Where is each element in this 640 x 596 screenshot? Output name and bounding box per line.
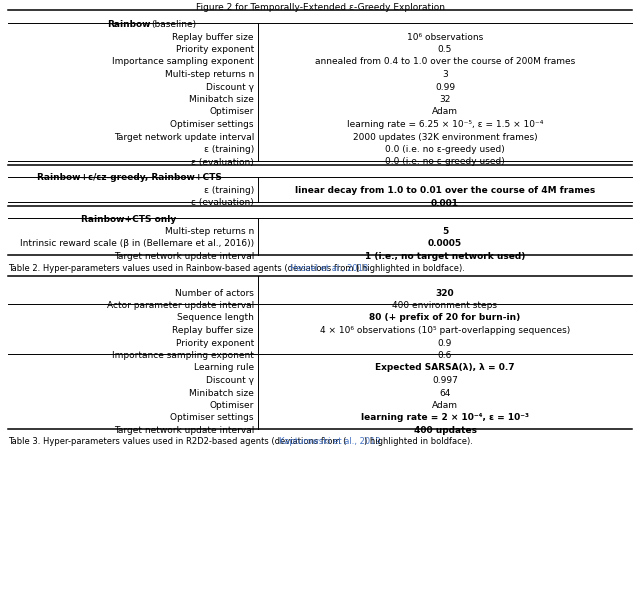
Text: Table 3. Hyper-parameters values used in R2D2-based agents (deviations from (: Table 3. Hyper-parameters values used in… — [8, 437, 346, 446]
Text: ε (training): ε (training) — [204, 145, 254, 154]
Text: Learning rule: Learning rule — [194, 364, 254, 372]
Text: Replay buffer size: Replay buffer size — [173, 33, 254, 42]
Text: Discount γ: Discount γ — [206, 376, 254, 385]
Text: Priority exponent: Priority exponent — [176, 45, 254, 54]
Text: Multi-step returns n: Multi-step returns n — [164, 227, 254, 236]
Text: Optimiser: Optimiser — [210, 107, 254, 116]
Text: 0.997: 0.997 — [432, 376, 458, 385]
Text: Optimiser settings: Optimiser settings — [170, 120, 254, 129]
Text: learning rate = 6.25 × 10⁻⁵, ε = 1.5 × 10⁻⁴: learning rate = 6.25 × 10⁻⁵, ε = 1.5 × 1… — [347, 120, 543, 129]
Text: Figure 2 for Temporally-Extended ε-Greedy Exploration: Figure 2 for Temporally-Extended ε-Greed… — [195, 3, 445, 12]
Text: 2000 updates (32K environment frames): 2000 updates (32K environment frames) — [353, 132, 538, 141]
Text: Multi-step returns n: Multi-step returns n — [164, 70, 254, 79]
Text: 400 updates: 400 updates — [413, 426, 477, 435]
Text: Discount γ: Discount γ — [206, 82, 254, 92]
Text: Optimiser: Optimiser — [210, 401, 254, 410]
Text: Actor parameter update interval: Actor parameter update interval — [107, 301, 254, 310]
Text: Importance sampling exponent: Importance sampling exponent — [112, 57, 254, 67]
Text: 64: 64 — [439, 389, 451, 398]
Text: 3: 3 — [442, 70, 448, 79]
Text: ε (training): ε (training) — [204, 186, 254, 195]
Text: Table 2. Hyper-parameters values used in Rainbow-based agents (deviations from (: Table 2. Hyper-parameters values used in… — [8, 264, 360, 273]
Text: linear decay from 1.0 to 0.01 over the course of 4M frames: linear decay from 1.0 to 0.01 over the c… — [295, 186, 595, 195]
Text: Adam: Adam — [432, 107, 458, 116]
Text: 320: 320 — [436, 288, 454, 297]
Text: 0.001: 0.001 — [431, 198, 459, 207]
Text: 0.0005: 0.0005 — [428, 240, 462, 249]
Text: 1 (i.e., no target network used): 1 (i.e., no target network used) — [365, 252, 525, 261]
Text: 32: 32 — [439, 95, 451, 104]
Text: 0.5: 0.5 — [438, 45, 452, 54]
Text: Minibatch size: Minibatch size — [189, 95, 254, 104]
Text: 80 (+ prefix of 20 for burn-in): 80 (+ prefix of 20 for burn-in) — [369, 313, 520, 322]
Text: Number of actors: Number of actors — [175, 288, 254, 297]
Text: 0.0 (i.e. no ε-greedy used): 0.0 (i.e. no ε-greedy used) — [385, 157, 505, 166]
Text: ) highlighted in boldface).: ) highlighted in boldface). — [356, 264, 465, 273]
Text: 0.9: 0.9 — [438, 339, 452, 347]
Text: Optimiser settings: Optimiser settings — [170, 414, 254, 423]
Text: Sequence length: Sequence length — [177, 313, 254, 322]
Text: 0.99: 0.99 — [435, 82, 455, 92]
Text: ) highlighted in boldface).: ) highlighted in boldface). — [364, 437, 472, 446]
Text: Importance sampling exponent: Importance sampling exponent — [112, 351, 254, 360]
Text: 0.0 (i.e. no ε-greedy used): 0.0 (i.e. no ε-greedy used) — [385, 145, 505, 154]
Text: 5: 5 — [442, 227, 448, 236]
Text: annealed from 0.4 to 1.0 over the course of 200M frames: annealed from 0.4 to 1.0 over the course… — [315, 57, 575, 67]
Text: Target network update interval: Target network update interval — [114, 426, 254, 435]
Text: Expected SARSA(λ), λ = 0.7: Expected SARSA(λ), λ = 0.7 — [375, 364, 515, 372]
Text: Target network update interval: Target network update interval — [114, 252, 254, 261]
Text: 4 × 10⁶ observations (10⁵ part-overlapping sequences): 4 × 10⁶ observations (10⁵ part-overlappi… — [320, 326, 570, 335]
Text: Intrinsic reward scale (β in (Bellemare et al., 2016)): Intrinsic reward scale (β in (Bellemare … — [20, 240, 254, 249]
Text: Kapturowski et al., 2019: Kapturowski et al., 2019 — [279, 437, 381, 446]
Text: 10⁶ observations: 10⁶ observations — [407, 33, 483, 42]
Text: learning rate = 2 × 10⁻⁴, ε = 10⁻³: learning rate = 2 × 10⁻⁴, ε = 10⁻³ — [361, 414, 529, 423]
Text: Priority exponent: Priority exponent — [176, 339, 254, 347]
Text: Minibatch size: Minibatch size — [189, 389, 254, 398]
Text: Adam: Adam — [432, 401, 458, 410]
Text: Hessel et al., 2018: Hessel et al., 2018 — [290, 264, 368, 273]
Text: (baseline): (baseline) — [151, 20, 196, 29]
Text: Rainbow+CTS only: Rainbow+CTS only — [81, 215, 177, 224]
Text: 400 environment steps: 400 environment steps — [392, 301, 497, 310]
Text: Replay buffer size: Replay buffer size — [173, 326, 254, 335]
Text: Rainbow+ε/εz-greedy, Rainbow+CTS: Rainbow+ε/εz-greedy, Rainbow+CTS — [36, 173, 221, 182]
Text: ε (evaluation): ε (evaluation) — [191, 198, 254, 207]
Text: 0.6: 0.6 — [438, 351, 452, 360]
Text: Rainbow: Rainbow — [108, 20, 151, 29]
Text: ε (evaluation): ε (evaluation) — [191, 157, 254, 166]
Text: Target network update interval: Target network update interval — [114, 132, 254, 141]
